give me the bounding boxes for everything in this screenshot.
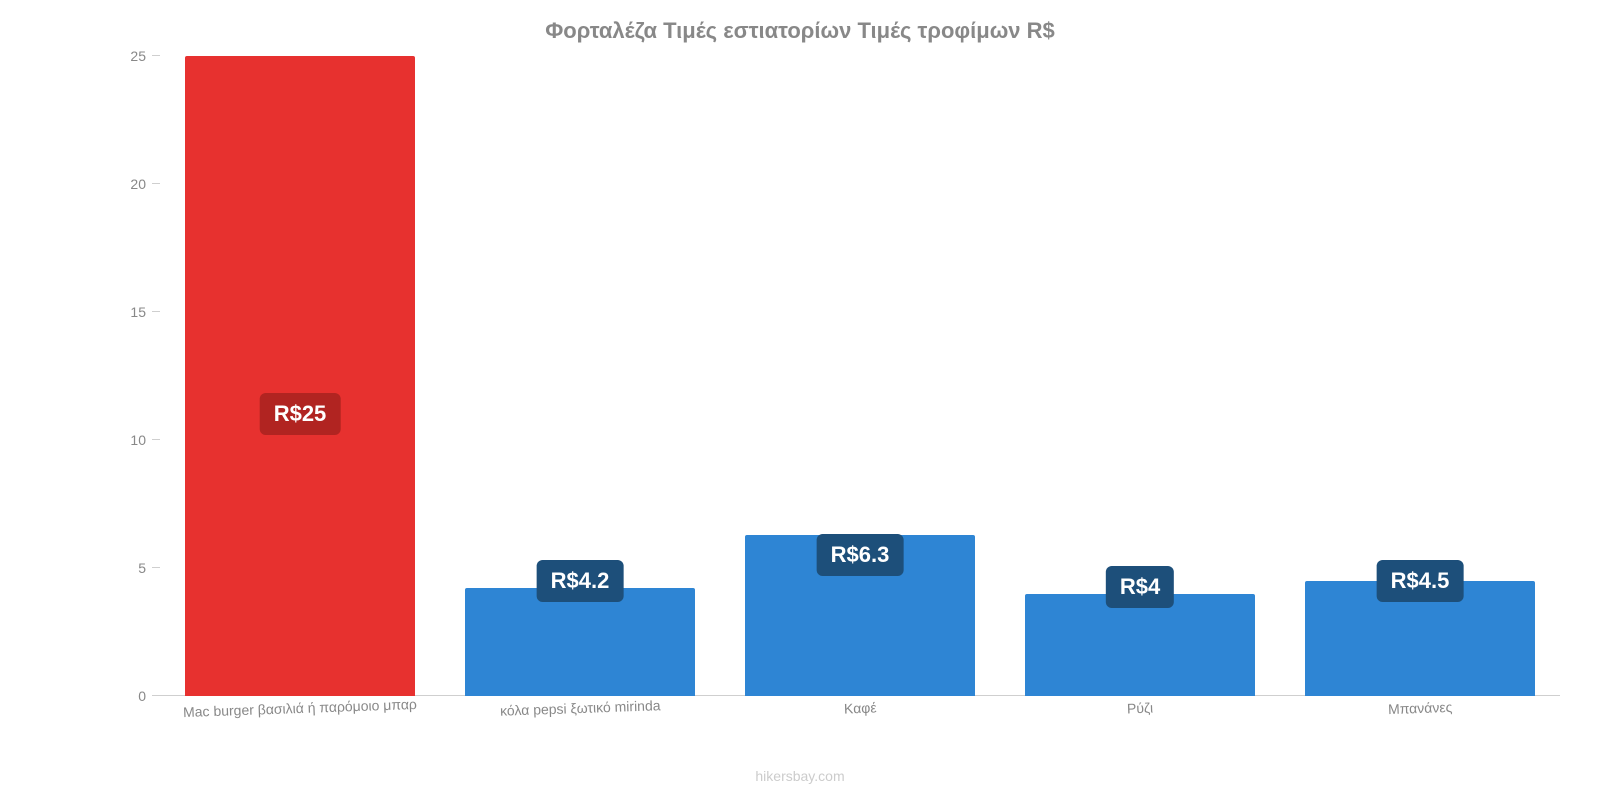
x-label-slot: Mac burger βασιλιά ή παρόμοιο μπαρ [160,700,440,716]
x-category-label: Ρύζι [1127,700,1154,717]
y-tick-label: 10 [130,432,146,448]
x-label-slot: Καφέ [720,700,1000,716]
bar-value-label: R$4.2 [537,560,624,602]
y-tick [152,311,160,312]
bar [1025,594,1255,696]
x-label-slot: Μπανάνες [1280,700,1560,716]
y-tick [152,567,160,568]
y-tick-label: 5 [138,560,146,576]
y-tick [152,183,160,184]
y-tick [152,695,160,696]
plot-area: 0510152025 R$25R$4.2R$6.3R$4R$4.5 [160,56,1560,696]
bar-value-label: R$4.5 [1377,560,1464,602]
y-tick-label: 20 [130,176,146,192]
x-category-label: κόλα pepsi ξωτικό mirinda [500,697,661,719]
y-tick-label: 15 [130,304,146,320]
bar-slot: R$6.3 [720,56,1000,696]
x-label-slot: Ρύζι [1000,700,1280,716]
bars-container: R$25 R$4.2 R$6.3 R$4 R$4.5 [160,56,1560,696]
x-category-labels: Mac burger βασιλιά ή παρόμοιο μπαρ κόλα p… [160,700,1560,716]
bar-slot: R$4 [1000,56,1280,696]
x-category-label: Μπανάνες [1388,699,1453,717]
x-label-slot: κόλα pepsi ξωτικό mirinda [440,700,720,716]
bar [465,588,695,696]
bar-slot: R$4.5 [1280,56,1560,696]
bar-slot: R$25 [160,56,440,696]
y-tick [152,55,160,56]
y-tick [152,439,160,440]
y-tick-label: 0 [138,688,146,704]
bar-value-label: R$6.3 [817,534,904,576]
y-tick-label: 25 [130,48,146,64]
x-category-label: Καφέ [843,699,876,716]
bar-slot: R$4.2 [440,56,720,696]
price-bar-chart: Φορταλέζα Τιμές εστιατορίων Τιμές τροφίμ… [0,0,1600,800]
bar-value-label: R$25 [260,393,341,435]
chart-title: Φορταλέζα Τιμές εστιατορίων Τιμές τροφίμ… [0,18,1600,44]
bar [185,56,415,696]
attribution-text: hikersbay.com [0,768,1600,784]
x-category-label: Mac burger βασιλιά ή παρόμοιο μπαρ [183,696,417,720]
bar-value-label: R$4 [1106,566,1174,608]
